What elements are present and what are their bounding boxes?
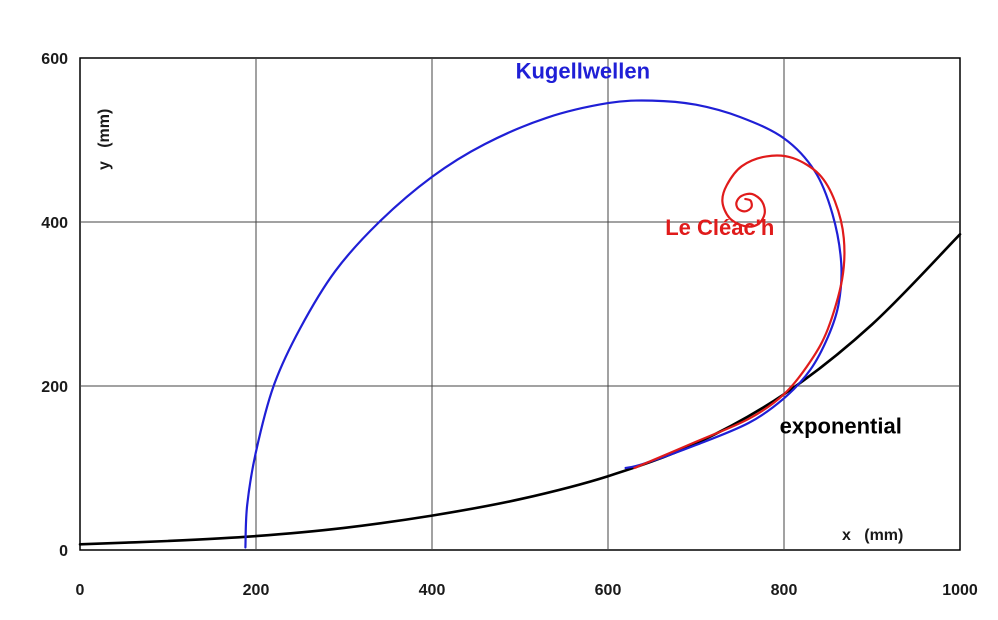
series-label-kugellwellen: Kugellwellen xyxy=(516,59,650,84)
y-axis-label: y (mm) xyxy=(96,109,113,170)
series-line-kugellwellen xyxy=(244,99,843,549)
x-tick-label: 400 xyxy=(419,582,446,599)
series-layer xyxy=(78,99,962,549)
x-tick-label: 0 xyxy=(76,582,85,599)
x-tick-label: 600 xyxy=(595,582,622,599)
x-tick-label: 800 xyxy=(771,582,798,599)
series-labels: Kugellwellen Le Cléac'h exponential xyxy=(516,59,902,439)
grid-lines xyxy=(80,58,960,550)
series-line-le-cl-ac-h xyxy=(633,154,846,470)
tick-labels: 0 200 400 600 800 1000 0 200 400 600 xyxy=(41,51,978,599)
y-tick-label: 0 xyxy=(59,543,68,560)
y-tick-label: 600 xyxy=(41,51,68,68)
plot-area xyxy=(79,57,961,551)
x-tick-label: 200 xyxy=(243,582,270,599)
series-line-exponential xyxy=(78,233,962,546)
series-label-le-cleach: Le Cléac'h xyxy=(665,215,774,240)
y-tick-label: 400 xyxy=(41,215,68,232)
y-tick-label: 200 xyxy=(41,379,68,396)
x-tick-label: 1000 xyxy=(942,582,978,599)
series-label-exponential: exponential xyxy=(780,414,902,439)
x-axis-label: x (mm) xyxy=(842,527,903,544)
